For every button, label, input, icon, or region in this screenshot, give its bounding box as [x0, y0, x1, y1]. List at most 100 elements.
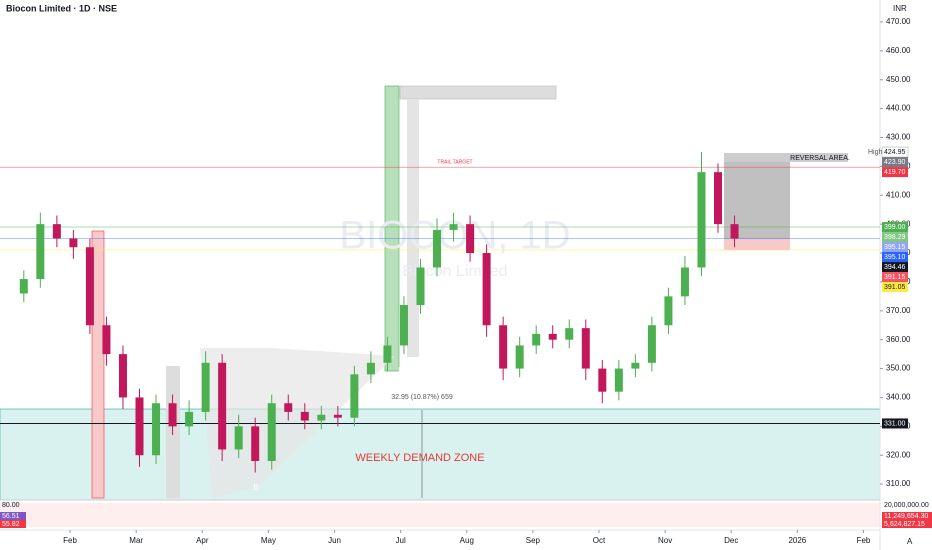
candle-body [482, 253, 491, 326]
candle-body [135, 397, 144, 456]
y-tick-label: 410.00 [886, 190, 911, 199]
indicator-label: 5,624,827.15 [884, 521, 925, 528]
indicator-band [0, 503, 880, 527]
indicator-label: 80.00 [2, 502, 20, 509]
indicator-label: 55.82 [2, 521, 20, 528]
drawing-box [399, 85, 557, 100]
indicator-tag [882, 512, 932, 520]
candle-body [102, 325, 111, 355]
indicator-tag [0, 512, 26, 520]
x-tick-label: Mar [129, 536, 143, 545]
candle-body [730, 224, 739, 239]
price-tag [882, 167, 908, 178]
x-tick-label: Feb [63, 536, 77, 545]
candle-body [449, 224, 458, 230]
price-tag [882, 242, 908, 253]
zone-label: WEEKLY DEMAND ZONE [355, 452, 484, 464]
candle-body [399, 305, 408, 346]
drawing-box [91, 230, 105, 499]
candle-body [548, 333, 557, 340]
price-tag-label: 395.15 [884, 244, 906, 251]
candle-body [267, 403, 276, 462]
candle-body [664, 296, 673, 326]
candle-body [152, 403, 161, 456]
price-tag [882, 418, 908, 429]
candle-body [515, 345, 524, 369]
y-tick-label: 360.00 [886, 335, 911, 344]
chart-title: Biocon Limited · 1D · NSE [6, 3, 117, 13]
y-tick-label: 320.00 [886, 450, 911, 459]
point-label: A [199, 336, 205, 345]
y-tick-label: 450.00 [886, 75, 911, 84]
price-tag [882, 252, 908, 263]
y-tick-label: 350.00 [886, 364, 911, 373]
stop-box [724, 239, 790, 250]
price-tag-label: 391.15 [884, 274, 906, 281]
demand-zone [0, 408, 881, 501]
price-tag [882, 262, 908, 273]
candle-body [416, 267, 425, 306]
x-tick-label: Aug [460, 536, 474, 545]
candle-body [466, 224, 475, 254]
x-tick-label: Oct [593, 536, 606, 545]
candle-body [201, 362, 210, 412]
x-tick-label: Jul [396, 536, 406, 545]
candle-body [118, 354, 127, 398]
indicator-label: 20,000,000.00 [884, 502, 929, 509]
price-tag [882, 222, 908, 233]
x-tick-label: Apr [196, 536, 209, 545]
candle-body [350, 374, 359, 418]
y-tick-label: 430.00 [886, 133, 911, 142]
trail-label: TRAIL TARGET [437, 160, 472, 166]
candle-body [366, 362, 375, 375]
candle-body [714, 172, 723, 225]
price-tag-label: 394.46 [884, 264, 906, 271]
x-tick-label: Dec [724, 536, 738, 545]
candle-body [185, 411, 194, 427]
candle-body [383, 345, 392, 363]
candle-body [631, 362, 640, 369]
candle-body [218, 362, 227, 450]
indicator-label: 11,249,654.30 [884, 513, 928, 520]
reversal-label-bg [724, 153, 848, 162]
price-tag-label: 423.90 [884, 159, 906, 166]
candle-body [69, 238, 78, 248]
x-tick-label: Nov [658, 536, 672, 545]
measure-label: 32.95 (10.87%) 659 [391, 394, 453, 401]
candle-body [433, 229, 442, 268]
point-label: C [269, 336, 275, 345]
candle-body [333, 414, 342, 418]
price-tag-label: 419.70 [884, 169, 906, 176]
candle-body [697, 172, 706, 268]
indicator-label: 56.51 [2, 513, 20, 520]
candle-body [680, 267, 689, 297]
candle-body [581, 328, 590, 369]
price-tag [882, 272, 908, 283]
x-tick-label: Sep [526, 536, 541, 545]
price-tag-label: 424.95 [884, 149, 906, 156]
candle-body [565, 328, 574, 340]
watermark: BIOCON, 1D [339, 214, 570, 258]
drawing-box [384, 85, 400, 372]
point-label: B [253, 483, 258, 492]
candle-body [300, 411, 309, 421]
y-tick-label: 340.00 [886, 393, 911, 402]
auto-scale[interactable]: A [907, 537, 913, 546]
indicator-tag [882, 520, 932, 528]
drawing-box [407, 99, 419, 357]
x-tick-label: Jun [328, 536, 341, 545]
indicator-tag [0, 520, 26, 528]
candle-body [168, 403, 177, 427]
price-tag-label: 399.00 [884, 224, 906, 231]
y-tick-label: 470.00 [886, 17, 911, 26]
currency: INR [893, 4, 907, 13]
watermark-sub: Biocon Limited [403, 263, 508, 280]
high-tag: High [868, 149, 883, 156]
x-tick-label: May [261, 536, 276, 545]
candle-body [614, 368, 623, 392]
price-tag-label: 398.29 [884, 234, 906, 241]
candle-body [598, 368, 607, 392]
candle-body [36, 224, 45, 280]
y-tick-label: 370.00 [886, 306, 911, 315]
